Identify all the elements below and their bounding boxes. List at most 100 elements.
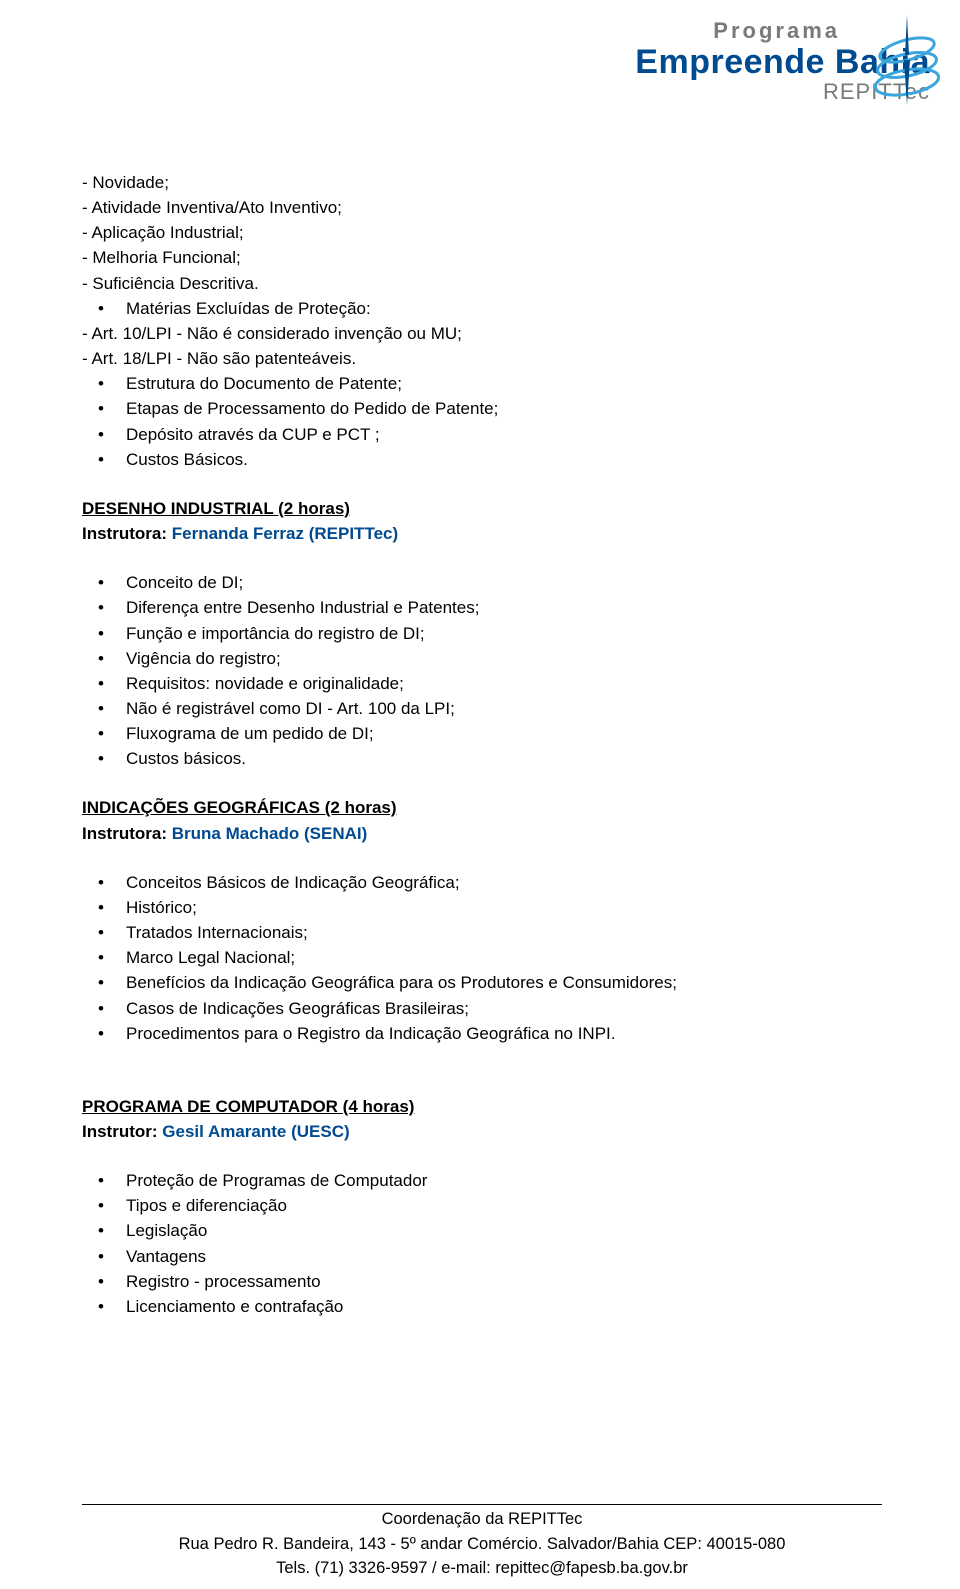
bullet-dot-icon: •: [98, 595, 126, 620]
instructor-name: Fernanda Ferraz (REPITTec): [172, 524, 398, 543]
bullet-item: •Vantagens: [82, 1244, 882, 1269]
bullet-item: •Etapas de Processamento do Pedido de Pa…: [82, 396, 882, 421]
bullet-item: •Estrutura do Documento de Patente;: [82, 371, 882, 396]
bullet-text: Benefícios da Indicação Geográfica para …: [126, 970, 677, 995]
bullet-dot-icon: •: [98, 696, 126, 721]
bullet-text: Não é registrável como DI - Art. 100 da …: [126, 696, 455, 721]
section-title: DESENHO INDUSTRIAL (2 horas): [82, 496, 882, 521]
bullet-text: Função e importância do registro de DI;: [126, 621, 425, 646]
bullet-item: •Depósito através da CUP e PCT ;: [82, 422, 882, 447]
bullet-text: Tratados Internacionais;: [126, 920, 308, 945]
bullet-item: •Custos Básicos.: [82, 447, 882, 472]
bullet-dot-icon: •: [98, 920, 126, 945]
bullet-dot-icon: •: [98, 396, 126, 421]
bullet-dot-icon: •: [98, 1218, 126, 1243]
bullet-text: Conceitos Básicos de Indicação Geográfic…: [126, 870, 460, 895]
bullet-dot-icon: •: [98, 721, 126, 746]
bullet-dot-icon: •: [98, 621, 126, 646]
bullet-text: Custos básicos.: [126, 746, 246, 771]
bullet-dot-icon: •: [98, 1168, 126, 1193]
bullet-item: •Requisitos: novidade e originalidade;: [82, 671, 882, 696]
instructor-label: Instrutora:: [82, 824, 172, 843]
bullet-dot-icon: •: [98, 1021, 126, 1046]
bullet-dot-icon: •: [98, 570, 126, 595]
instructor-line: Instrutora: Bruna Machado (SENAI): [82, 821, 882, 846]
bullet-text: Diferença entre Desenho Industrial e Pat…: [126, 595, 479, 620]
bullet-item: •Tipos e diferenciação: [82, 1193, 882, 1218]
bullet-dot-icon: •: [98, 870, 126, 895]
bullet-dot-icon: •: [98, 1244, 126, 1269]
bullet-dot-icon: •: [98, 945, 126, 970]
bullet-dot-icon: •: [98, 447, 126, 472]
bullet-item: •Função e importância do registro de DI;: [82, 621, 882, 646]
bullet-text: Conceito de DI;: [126, 570, 243, 595]
instructor-name: Gesil Amarante (UESC): [162, 1122, 349, 1141]
logo-swirl-icon: [872, 10, 942, 110]
bullet-item: •Fluxograma de um pedido de DI;: [82, 721, 882, 746]
bullet-item: •Diferença entre Desenho Industrial e Pa…: [82, 595, 882, 620]
body-line: - Novidade;: [82, 170, 882, 195]
body-line: - Art. 18/LPI - Não são patenteáveis.: [82, 346, 882, 371]
bullet-item: •Benefícios da Indicação Geográfica para…: [82, 970, 882, 995]
bullet-text: Estrutura do Documento de Patente;: [126, 371, 402, 396]
instructor-line: Instrutora: Fernanda Ferraz (REPITTec): [82, 521, 882, 546]
body-line: - Suficiência Descritiva.: [82, 271, 882, 296]
bullet-text: Histórico;: [126, 895, 197, 920]
bullet-item: •Legislação: [82, 1218, 882, 1243]
bullet-item: •Tratados Internacionais;: [82, 920, 882, 945]
footer-line: Rua Pedro R. Bandeira, 143 - 5º andar Co…: [82, 1532, 882, 1557]
bullet-text: Licenciamento e contrafação: [126, 1294, 343, 1319]
bullet-text: Etapas de Processamento do Pedido de Pat…: [126, 396, 498, 421]
bullet-dot-icon: •: [98, 996, 126, 1021]
bullet-text: Depósito através da CUP e PCT ;: [126, 422, 380, 447]
bullet-text: Tipos e diferenciação: [126, 1193, 287, 1218]
bullet-dot-icon: •: [98, 1294, 126, 1319]
section-title: INDICAÇÕES GEOGRÁFICAS (2 horas): [82, 795, 882, 820]
bullet-dot-icon: •: [98, 296, 126, 321]
bullet-item: •Não é registrável como DI - Art. 100 da…: [82, 696, 882, 721]
body-line: - Atividade Inventiva/Ato Inventivo;: [82, 195, 882, 220]
bullet-text: Matérias Excluídas de Proteção:: [126, 296, 371, 321]
bullet-item: •Conceito de DI;: [82, 570, 882, 595]
bullet-dot-icon: •: [98, 671, 126, 696]
bullet-dot-icon: •: [98, 746, 126, 771]
footer-line: Tels. (71) 3326-9597 / e-mail: repittec@…: [82, 1556, 882, 1581]
body-line: - Aplicação Industrial;: [82, 220, 882, 245]
body-line: - Melhoria Funcional;: [82, 245, 882, 270]
instructor-line: Instrutor: Gesil Amarante (UESC): [82, 1119, 882, 1144]
bullet-text: Legislação: [126, 1218, 207, 1243]
bullet-dot-icon: •: [98, 371, 126, 396]
bullet-text: Marco Legal Nacional;: [126, 945, 295, 970]
bullet-item: •Casos de Indicações Geográficas Brasile…: [82, 996, 882, 1021]
bullet-item: •Matérias Excluídas de Proteção:: [82, 296, 882, 321]
bullet-dot-icon: •: [98, 895, 126, 920]
footer: Coordenação da REPITTec Rua Pedro R. Ban…: [82, 1504, 882, 1581]
bullet-item: •Proteção de Programas de Computador: [82, 1168, 882, 1193]
bullet-text: Custos Básicos.: [126, 447, 248, 472]
bullet-item: •Vigência do registro;: [82, 646, 882, 671]
bullet-item: •Registro - processamento: [82, 1269, 882, 1294]
bullet-item: •Procedimentos para o Registro da Indica…: [82, 1021, 882, 1046]
bullet-text: Proteção de Programas de Computador: [126, 1168, 427, 1193]
bullet-item: •Marco Legal Nacional;: [82, 945, 882, 970]
bullet-dot-icon: •: [98, 646, 126, 671]
instructor-name: Bruna Machado (SENAI): [172, 824, 368, 843]
bullet-text: Fluxograma de um pedido de DI;: [126, 721, 374, 746]
instructor-label: Instrutor:: [82, 1122, 162, 1141]
logo-repittec: REPITTec: [460, 79, 930, 105]
bullet-item: •Conceitos Básicos de Indicação Geográfi…: [82, 870, 882, 895]
document-body: - Novidade; - Atividade Inventiva/Ato In…: [82, 170, 882, 1319]
bullet-text: Vigência do registro;: [126, 646, 281, 671]
bullet-dot-icon: •: [98, 1269, 126, 1294]
bullet-dot-icon: •: [98, 970, 126, 995]
bullet-text: Registro - processamento: [126, 1269, 321, 1294]
logo-programa: Programa: [460, 18, 840, 44]
bullet-item: •Custos básicos.: [82, 746, 882, 771]
bullet-text: Procedimentos para o Registro da Indicaç…: [126, 1021, 616, 1046]
logo-empreende: Empreende Bahia: [460, 44, 930, 81]
bullet-dot-icon: •: [98, 422, 126, 447]
bullet-text: Casos de Indicações Geográficas Brasilei…: [126, 996, 469, 1021]
bullet-dot-icon: •: [98, 1193, 126, 1218]
bullet-text: Vantagens: [126, 1244, 206, 1269]
footer-line: Coordenação da REPITTec: [82, 1507, 882, 1532]
